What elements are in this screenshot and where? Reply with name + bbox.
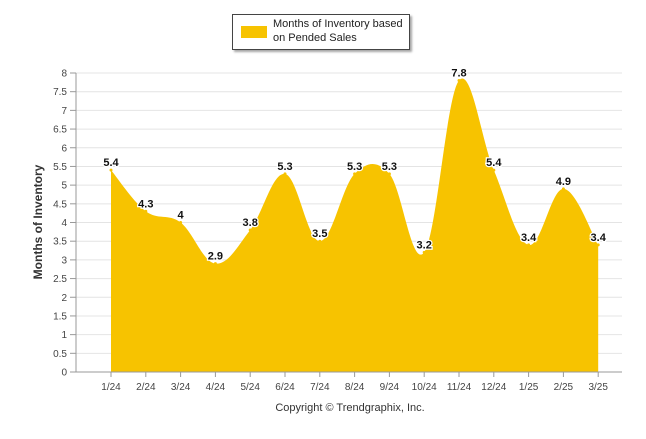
x-tick-label: 11/24: [447, 382, 472, 393]
legend-swatch: [241, 26, 267, 38]
x-tick-label: 3/24: [171, 382, 191, 393]
x-tick-label: 1/25: [519, 382, 539, 393]
y-tick-label: 3.5: [53, 237, 67, 248]
y-tick-label: 6: [61, 143, 67, 154]
data-label: 2.9: [208, 251, 223, 263]
data-label: 4: [178, 210, 185, 222]
data-label: 4.3: [138, 198, 153, 210]
data-point: [109, 168, 113, 172]
data-point: [318, 239, 322, 243]
data-point: [353, 172, 357, 176]
x-tick-label: 1/24: [101, 382, 121, 393]
data-label: 4.9: [556, 176, 571, 188]
x-tick-label: 4/24: [206, 382, 226, 393]
y-tick-label: 0: [61, 368, 67, 379]
data-label: 3.8: [243, 217, 258, 229]
data-point: [248, 228, 252, 232]
area-series: [111, 78, 599, 373]
y-tick-label: 7: [61, 106, 67, 117]
x-tick-label: 5/24: [240, 382, 260, 393]
y-tick-label: 1: [61, 330, 67, 341]
data-point: [283, 172, 287, 176]
y-tick-label: 3: [61, 255, 67, 266]
legend-label: Months of Inventory based on Pended Sale…: [273, 18, 403, 44]
data-point: [179, 221, 183, 224]
x-tick-label: 2/24: [136, 382, 156, 393]
y-tick-label: 4: [61, 218, 67, 229]
data-point: [596, 243, 600, 247]
data-label: 3.5: [312, 228, 327, 240]
data-label: 5.4: [486, 157, 502, 169]
legend[interactable]: Months of Inventory based on Pended Sale…: [232, 14, 410, 50]
data-label: 3.4: [521, 232, 537, 244]
y-tick-label: 6.5: [53, 125, 67, 136]
y-tick-label: 4.5: [53, 199, 67, 210]
x-tick-label: 2/25: [554, 382, 574, 393]
data-point: [527, 243, 531, 247]
x-tick-label: 6/24: [275, 382, 295, 393]
copyright-text: Copyright © Trendgraphix, Inc.: [275, 402, 425, 414]
y-tick-label: 8: [61, 69, 67, 80]
data-point: [422, 250, 426, 254]
y-tick-label: 5.5: [53, 162, 67, 173]
y-tick-label: 1.5: [53, 311, 67, 322]
data-point: [213, 262, 217, 266]
x-tick-label: 10/24: [412, 382, 437, 393]
data-label: 5.3: [382, 161, 397, 173]
y-tick-label: 0.5: [53, 349, 67, 360]
data-point: [387, 172, 391, 176]
data-label: 3.2: [417, 239, 432, 251]
data-point: [561, 187, 565, 191]
data-point: [457, 78, 461, 82]
x-tick-label: 7/24: [310, 382, 330, 393]
x-tick-label: 8/24: [345, 382, 365, 393]
y-tick-label: 7.5: [53, 87, 67, 98]
x-tick-label: 9/24: [380, 382, 400, 393]
data-label: 5.3: [277, 161, 292, 173]
y-tick-label: 2.5: [53, 274, 67, 285]
y-tick-label: 2: [61, 293, 67, 304]
data-label: 5.4: [103, 157, 119, 169]
data-label: 3.4: [591, 232, 607, 244]
y-axis-title: Months of Inventory: [31, 164, 45, 280]
data-label: 5.3: [347, 161, 362, 173]
data-point: [144, 209, 148, 213]
x-tick-label: 3/25: [588, 382, 608, 393]
x-tick-label: 12/24: [481, 382, 506, 393]
y-tick-label: 5: [61, 181, 67, 192]
data-label: 7.8: [451, 67, 466, 79]
data-point: [492, 168, 496, 172]
